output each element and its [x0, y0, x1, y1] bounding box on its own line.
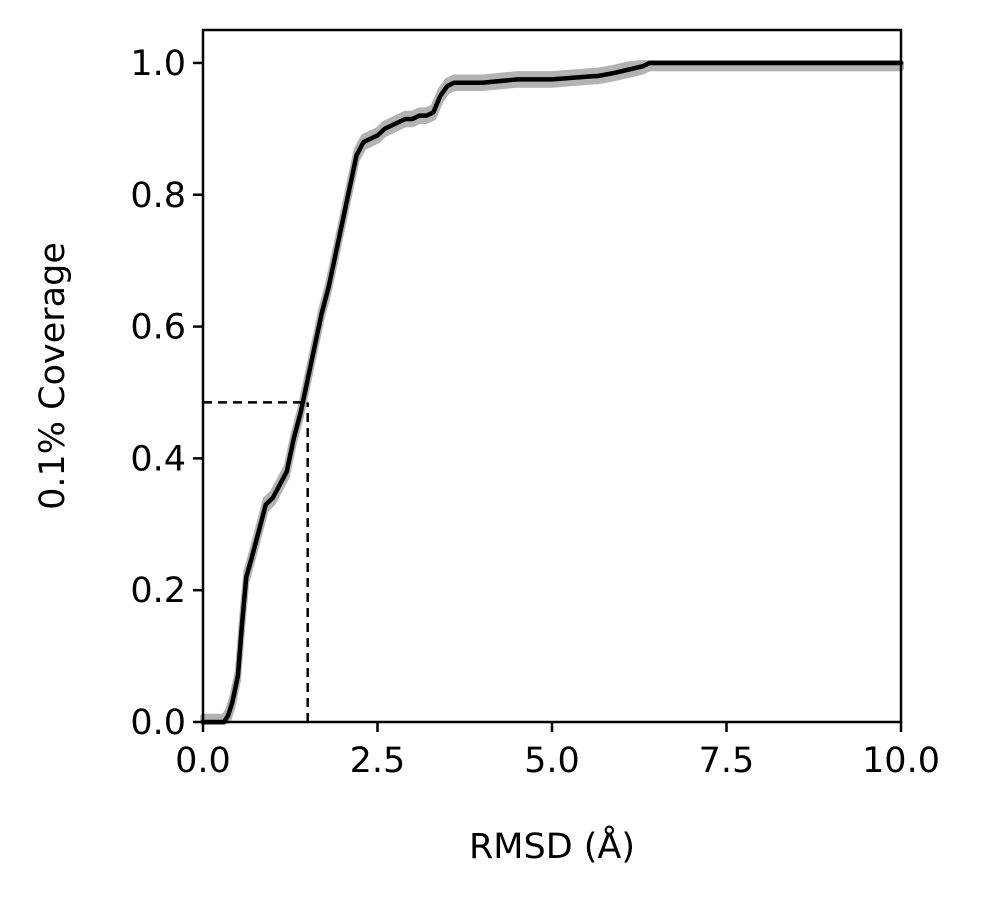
y-tick-label: 0.8 — [130, 176, 186, 216]
y-axis-label: 0.1% Coverage — [33, 242, 73, 510]
x-tick-label: 5.0 — [524, 741, 580, 781]
y-ticks: 0.0 0.2 0.4 0.6 0.8 1.0 — [130, 44, 203, 743]
x-ticks: 0.0 2.5 5.0 7.5 10.0 — [175, 722, 940, 781]
y-tick-label: 0.0 — [130, 703, 186, 743]
x-tick-label: 2.5 — [350, 741, 406, 781]
y-tick-label: 0.4 — [130, 439, 186, 479]
x-tick-label: 7.5 — [699, 741, 755, 781]
x-tick-label: 0.0 — [175, 741, 231, 781]
y-tick-label: 0.6 — [130, 308, 186, 348]
coverage-line — [200, 60, 904, 725]
reference-lines-layer — [203, 401, 309, 722]
y-tick-label: 0.2 — [130, 571, 186, 611]
x-tick-label: 10.0 — [862, 741, 940, 781]
x-axis-label: RMSD (Å) — [469, 824, 635, 867]
series-layer — [200, 60, 904, 725]
y-tick-label: 1.0 — [130, 44, 186, 84]
